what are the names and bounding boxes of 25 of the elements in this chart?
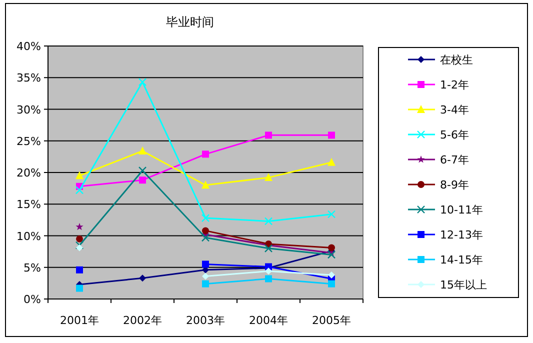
y-tick-label: 5% (24, 261, 41, 274)
y-tick-label: 40% (16, 40, 41, 53)
legend-label: 3-4年 (440, 104, 469, 116)
legend-label: 14-15年 (440, 254, 483, 266)
legend-label: 6-7年 (440, 154, 469, 166)
chart-title: 毕业时间 (166, 15, 214, 29)
x-tick-label: 2002年 (123, 314, 162, 327)
x-tick-label: 2004年 (249, 314, 288, 327)
x-tick-label: 2005年 (312, 314, 351, 327)
x-tick-label: 2001年 (60, 314, 99, 327)
legend-label: 在校生 (440, 54, 473, 66)
y-tick-label: 15% (16, 198, 41, 212)
legend-label: 15年以上 (440, 278, 487, 292)
x-tick-label: 2003年 (186, 314, 225, 327)
y-tick-label: 25% (16, 134, 41, 148)
y-tick-label: 10% (16, 230, 41, 243)
legend-label: 1-2年 (440, 78, 469, 92)
y-tick-label: 35% (16, 72, 41, 85)
legend-label: 10-11年 (440, 204, 483, 216)
legend-label: 8-9年 (440, 178, 469, 192)
y-tick-label: 0% (24, 293, 41, 306)
y-tick-label: 30% (16, 103, 41, 116)
legend-label: 5-6年 (440, 128, 469, 142)
y-tick-label: 20% (16, 166, 41, 180)
legend-label: 12-13年 (440, 228, 483, 242)
